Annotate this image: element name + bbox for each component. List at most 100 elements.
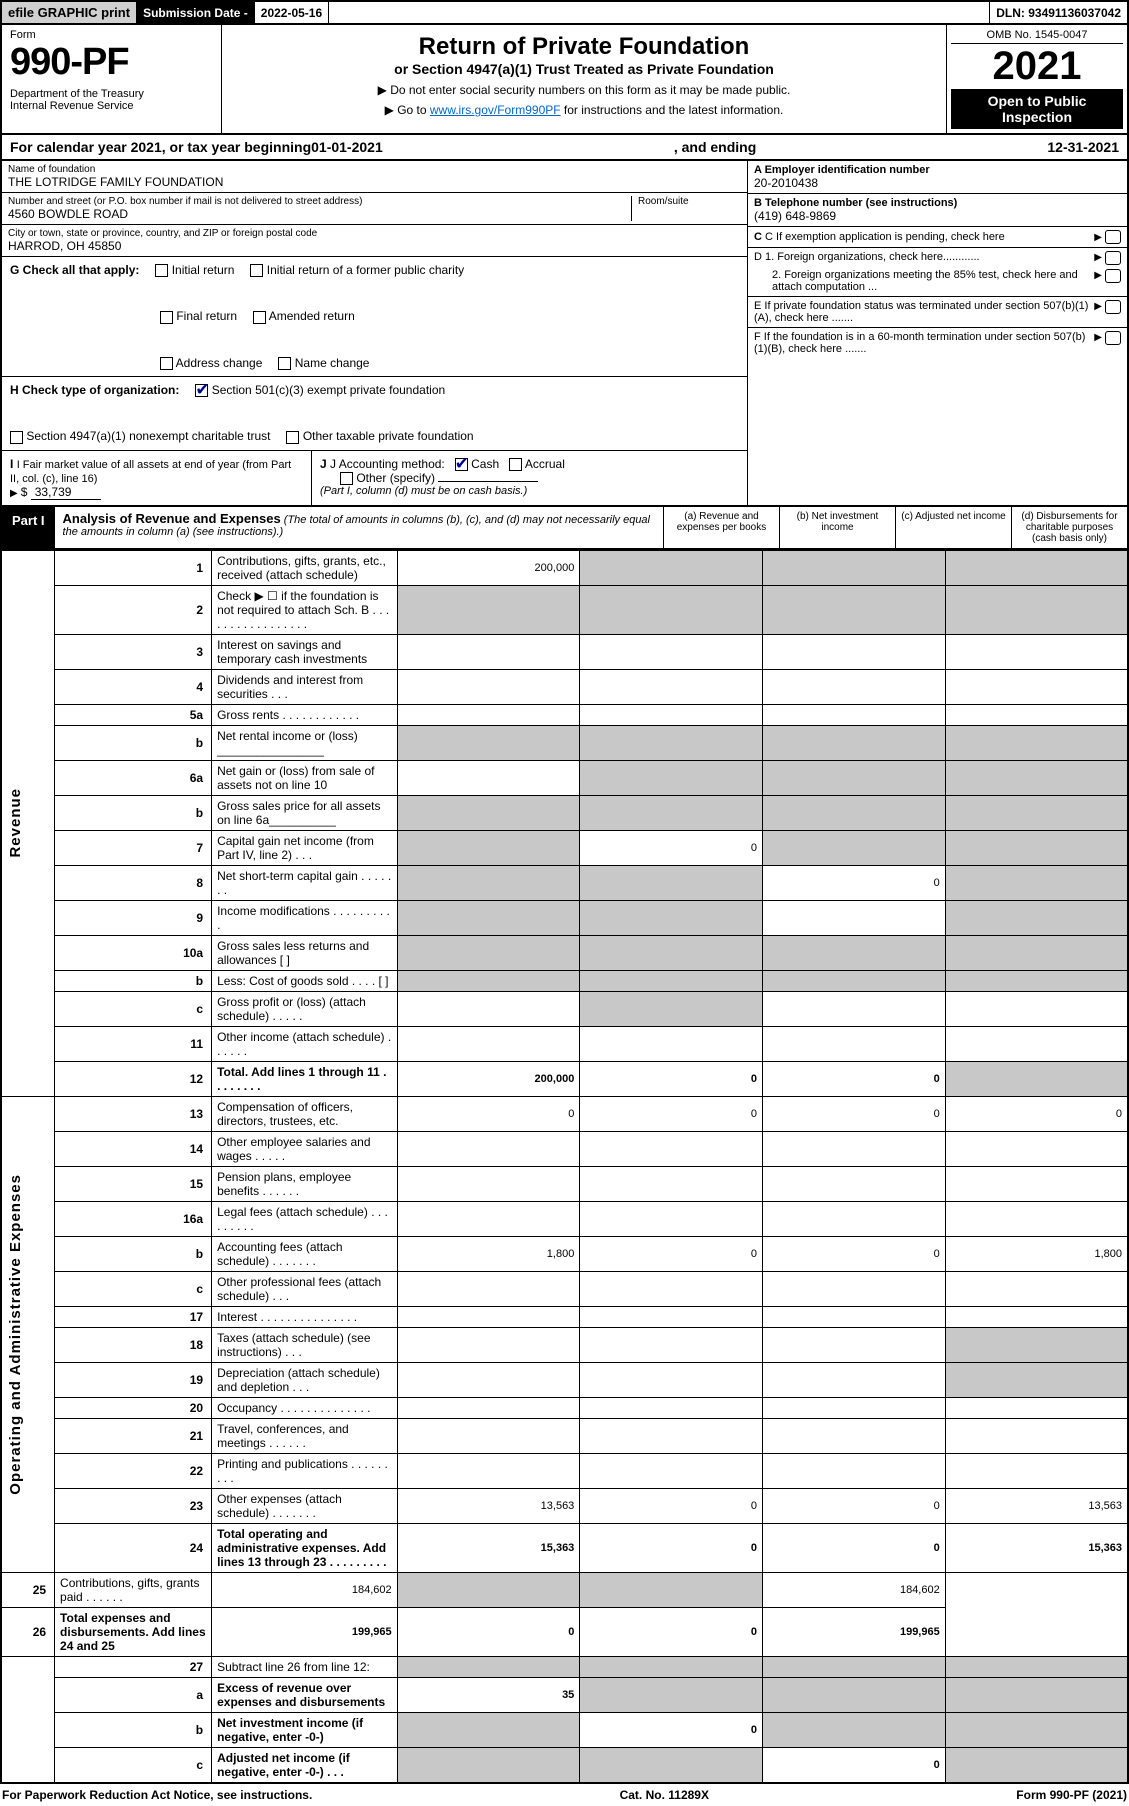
cell-col-c	[763, 1453, 946, 1488]
cell-col-c: 0	[763, 1236, 946, 1271]
cell-col-b	[580, 704, 763, 725]
cb-initial-return[interactable]	[155, 264, 168, 277]
cb-terminated[interactable]	[1105, 300, 1121, 314]
line-desc: Gross sales less returns and allowances …	[212, 935, 398, 970]
cell-col-a	[397, 1397, 580, 1418]
cell-col-a	[397, 760, 580, 795]
cell-col-d	[945, 725, 1128, 760]
cb-60month[interactable]	[1105, 331, 1121, 345]
line-number: 12	[55, 1061, 212, 1096]
cb-4947[interactable]	[10, 431, 23, 444]
cell-col-d	[945, 1201, 1128, 1236]
line-number: b	[55, 1236, 212, 1271]
cell-col-b	[580, 935, 763, 970]
line-number: 1	[55, 550, 212, 585]
cb-foreign-org[interactable]	[1105, 251, 1121, 265]
column-headers: (a) Revenue and expenses per books (b) N…	[663, 507, 1127, 548]
cell-col-c: 0	[763, 1061, 946, 1096]
form-id-block: Form 990-PF Department of the Treasury I…	[2, 25, 222, 133]
cell-col-a	[397, 991, 580, 1026]
cell-col-c: 0	[580, 1607, 763, 1656]
line-number: 27	[55, 1656, 212, 1677]
cb-other-method[interactable]	[340, 472, 353, 485]
cb-name-change[interactable]	[278, 357, 291, 370]
cell-col-b	[580, 1026, 763, 1061]
cb-exemption-pending[interactable]	[1105, 230, 1121, 244]
calendar-year-row: For calendar year 2021, or tax year begi…	[0, 135, 1129, 161]
street-address: 4560 BOWDLE ROAD	[8, 207, 631, 221]
cell-col-a	[397, 1327, 580, 1362]
cb-accrual[interactable]	[509, 458, 522, 471]
omb-number: OMB No. 1545-0047	[951, 29, 1123, 44]
cell-col-a	[397, 1656, 580, 1677]
cell-col-c	[763, 634, 946, 669]
room-label: Room/suite	[638, 196, 741, 207]
cell-col-a: 200,000	[397, 1061, 580, 1096]
cell-col-d: 13,563	[945, 1488, 1128, 1523]
cell-col-c	[763, 1327, 946, 1362]
table-row: Revenue1Contributions, gifts, grants, et…	[1, 550, 1128, 585]
line-desc: Other income (attach schedule) . . . . .…	[212, 1026, 398, 1061]
cell-col-b: 0	[580, 1523, 763, 1572]
instructions-link[interactable]: www.irs.gov/Form990PF	[430, 103, 561, 117]
line-desc: Pension plans, employee benefits . . . .…	[212, 1166, 398, 1201]
cell-col-d	[945, 1712, 1128, 1747]
cell-col-c	[763, 1306, 946, 1327]
part1-header: Part I Analysis of Revenue and Expenses …	[0, 507, 1129, 550]
cell-col-b	[580, 991, 763, 1026]
opt-amended: Amended return	[269, 309, 355, 323]
section-g: G Check all that apply: Initial return I…	[2, 257, 747, 377]
cell-col-a	[397, 704, 580, 725]
footer-cat: Cat. No. 11289X	[620, 1788, 709, 1802]
cell-col-c	[763, 550, 946, 585]
table-row: 8Net short-term capital gain . . . . . .…	[1, 865, 1128, 900]
cell-col-b: 0	[397, 1607, 580, 1656]
cell-col-d	[945, 795, 1128, 830]
footer-form: Form 990-PF (2021)	[1016, 1788, 1127, 1802]
cell-col-d	[945, 1747, 1128, 1783]
cb-addr-change[interactable]	[160, 357, 173, 370]
cell-col-d: 1,800	[945, 1236, 1128, 1271]
line-desc: Gross rents . . . . . . . . . . . .	[212, 704, 398, 725]
cb-other-taxable[interactable]	[286, 431, 299, 444]
line-desc: Other employee salaries and wages . . . …	[212, 1131, 398, 1166]
form-word: Form	[10, 29, 213, 41]
h-label: H Check type of organization:	[10, 383, 179, 397]
line-number: a	[55, 1677, 212, 1712]
table-row: 6aNet gain or (loss) from sale of assets…	[1, 760, 1128, 795]
line-number: 22	[55, 1453, 212, 1488]
cell-col-b	[580, 1362, 763, 1397]
phone: (419) 648-9869	[754, 209, 1121, 223]
line-number: 16a	[55, 1201, 212, 1236]
table-row: 27Subtract line 26 from line 12:	[1, 1656, 1128, 1677]
cell-col-c	[763, 1397, 946, 1418]
cell-col-a	[397, 900, 580, 935]
cell-col-d	[945, 1026, 1128, 1061]
cb-cash[interactable]	[455, 458, 468, 471]
line-number: 18	[55, 1327, 212, 1362]
cell-col-d	[945, 1306, 1128, 1327]
cell-col-a: 200,000	[397, 550, 580, 585]
cell-col-a	[397, 1166, 580, 1201]
line-desc: Depreciation (attach schedule) and deple…	[212, 1362, 398, 1397]
line-number: 9	[55, 900, 212, 935]
cb-501c3[interactable]	[195, 384, 208, 397]
form-instr-2: ▶ Go to www.irs.gov/Form990PF for instru…	[232, 103, 936, 117]
table-row: bGross sales price for all assets on lin…	[1, 795, 1128, 830]
line-desc: Dividends and interest from securities .…	[212, 669, 398, 704]
cb-initial-former[interactable]	[250, 264, 263, 277]
line-number: 8	[55, 865, 212, 900]
e-label: E If private foundation status was termi…	[754, 300, 1094, 324]
table-row: 17Interest . . . . . . . . . . . . . . .	[1, 1306, 1128, 1327]
efile-print-button[interactable]: efile GRAPHIC print	[2, 2, 137, 23]
cb-amended[interactable]	[253, 311, 266, 324]
cell-col-c	[763, 1131, 946, 1166]
ein-label: A Employer identification number	[754, 164, 930, 176]
cell-col-b	[580, 1306, 763, 1327]
cb-final-return[interactable]	[160, 311, 173, 324]
form-header: Form 990-PF Department of the Treasury I…	[0, 25, 1129, 135]
city-state-zip: HARROD, OH 45850	[8, 239, 741, 253]
ein: 20-2010438	[754, 176, 1121, 190]
cb-85pct[interactable]	[1105, 269, 1121, 283]
cell-col-b	[580, 865, 763, 900]
